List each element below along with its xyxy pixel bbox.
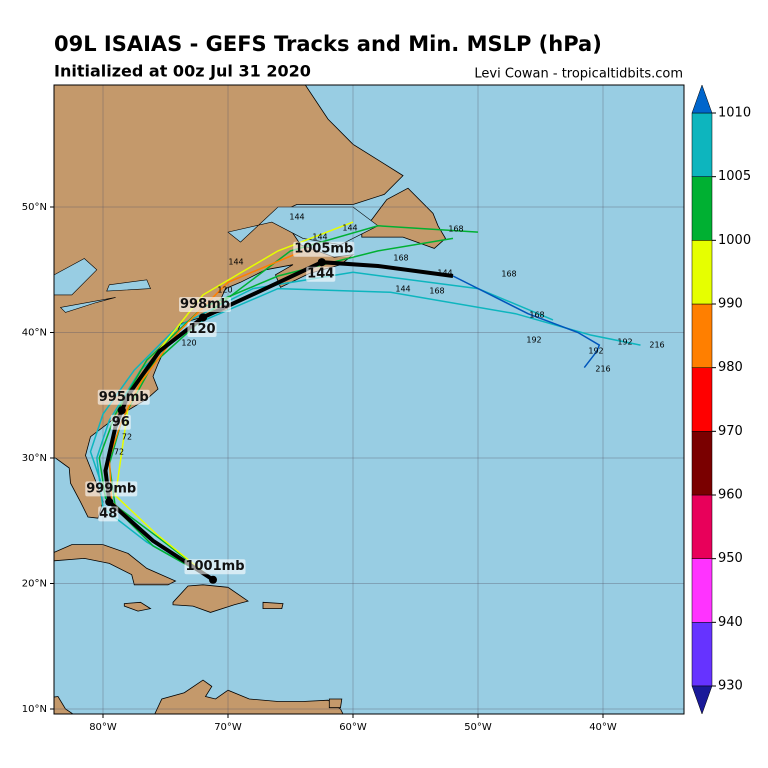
member-hour-label: 144 <box>228 258 243 267</box>
label-bg <box>306 266 336 282</box>
pressure-label: 1001mb <box>185 559 244 574</box>
colorbar-high <box>691 84 713 114</box>
member-hour-label: 144 <box>312 233 327 242</box>
colorbar: 930 940 950 960 970 980 990 1000 1005 1010 <box>691 84 751 715</box>
colorbar-segment <box>691 240 713 305</box>
colorbar-label: 1010 <box>718 106 751 121</box>
colorbar-segment <box>691 303 713 368</box>
pressure-label: 1005mb <box>294 242 353 257</box>
lat-label: 10°N <box>22 704 47 715</box>
lon-label: 50°W <box>464 722 492 733</box>
colorbar-segment <box>691 494 713 559</box>
pressure-label: 999mb <box>86 481 136 496</box>
track-point <box>199 313 207 322</box>
member-hour-label: 168 <box>393 254 408 263</box>
member-hour-label: 192 <box>617 338 632 347</box>
colorbar-low <box>691 685 713 715</box>
landmass <box>172 584 249 613</box>
hour-label: 48 <box>99 506 117 521</box>
track-point <box>117 406 126 415</box>
member-hour-label: 192 <box>588 347 603 356</box>
lat-label: 30°N <box>22 453 47 464</box>
member-hour-label: 168 <box>501 270 516 279</box>
water-body <box>227 206 379 246</box>
title: 09L ISAIAS - GEFS Tracks and Min. MSLP (… <box>54 32 602 56</box>
member-hour-label: 144 <box>289 213 304 222</box>
label-bg <box>97 389 150 405</box>
member-hour-label: 144 <box>342 224 357 233</box>
credit: Levi Cowan - tropicaltidbits.com <box>474 67 683 82</box>
member-hour-label: 216 <box>595 365 610 374</box>
member-hour-label: 144 <box>395 285 410 294</box>
lat-label: 40°N <box>22 328 47 339</box>
lon-label: 60°W <box>339 722 367 733</box>
colorbar-segment <box>691 176 713 241</box>
hour-label: 144 <box>307 267 334 282</box>
colorbar-label: 940 <box>718 615 743 630</box>
member-hour-label: 192 <box>526 336 541 345</box>
lat-label: 50°N <box>22 202 47 213</box>
colorbar-segment <box>691 558 713 623</box>
label-bg <box>85 481 138 497</box>
lon-label: 80°W <box>89 722 117 733</box>
colorbar-label: 980 <box>718 360 743 375</box>
member-hour-label: 168 <box>529 311 544 320</box>
pressure-label: 998mb <box>180 297 230 312</box>
tracks: 144 144 144 168 168 168 168 168 192 192 192 216 216 1… <box>85 213 665 584</box>
member-hour-label: 72 <box>122 433 132 442</box>
colorbar-segment <box>691 112 713 177</box>
water-body <box>59 297 116 313</box>
lon-label: 40°W <box>589 722 617 733</box>
hour-label: 120 <box>188 322 215 337</box>
member-hour-label: 120 <box>217 286 232 295</box>
colorbar-label: 990 <box>718 297 743 312</box>
label-bg <box>98 506 119 522</box>
landmass <box>54 679 344 714</box>
hour-label: 96 <box>112 415 130 430</box>
pressure-label: 995mb <box>99 390 149 405</box>
track-point <box>105 497 114 506</box>
colorbar-label: 1005 <box>718 169 751 184</box>
colorbar-segment <box>691 622 713 687</box>
water-body <box>54 258 98 296</box>
member-hour-label: 168 <box>448 225 463 234</box>
label-bg <box>179 296 231 312</box>
colorbar-label: 970 <box>718 424 743 439</box>
colorbar-segment <box>691 431 713 496</box>
subtitle: Initialized at 00z Jul 31 2020 <box>54 62 311 81</box>
member-hour-label: 216 <box>649 341 664 350</box>
colorbar-label: 960 <box>718 488 743 503</box>
landmass <box>54 544 177 586</box>
colorbar-segment <box>691 367 713 432</box>
member-hour-label: 120 <box>181 339 196 348</box>
label-bg <box>184 559 246 575</box>
track-point <box>317 258 326 267</box>
landmass <box>123 601 152 612</box>
landmass <box>262 601 284 609</box>
landmass <box>328 698 343 709</box>
colorbar-label: 1000 <box>718 233 751 248</box>
lon-label: 70°W <box>214 722 242 733</box>
label-bg <box>293 241 355 257</box>
colorbar-label: 950 <box>718 551 743 566</box>
track-point <box>209 575 217 584</box>
member-track <box>452 275 601 369</box>
lat-label: 20°N <box>22 579 47 590</box>
label-bg <box>110 414 131 430</box>
colorbar-label: 930 <box>718 679 743 694</box>
water-body <box>106 279 151 292</box>
map-frame <box>53 84 685 715</box>
member-hour-label: 168 <box>429 287 444 296</box>
member-hour-label: 72 <box>114 448 124 457</box>
land <box>54 85 447 714</box>
label-bg <box>187 321 217 337</box>
